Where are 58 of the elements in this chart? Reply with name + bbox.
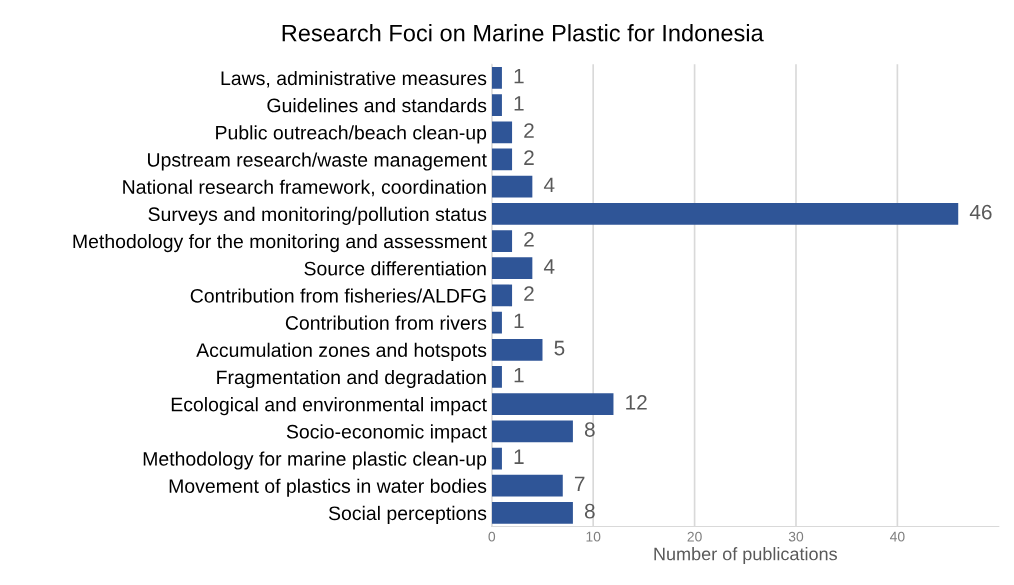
data-label: 46 <box>969 204 992 220</box>
bar <box>491 474 563 497</box>
y-tick-label: Accumulation zones and hotspots <box>196 342 487 361</box>
data-label: 1 <box>514 96 524 111</box>
y-tick-label: Socio-economic impact <box>286 424 487 443</box>
data-label: 1 <box>514 449 524 464</box>
bar <box>491 121 513 144</box>
data-label: 2 <box>524 231 534 247</box>
y-tick-label: Source differentiation <box>304 261 486 276</box>
x-tick-label: 30 <box>788 531 804 542</box>
data-label: 4 <box>543 177 555 193</box>
x-tick-label: 40 <box>889 531 905 542</box>
data-label: 5 <box>554 340 565 356</box>
data-label: 2 <box>524 123 534 138</box>
bar <box>491 311 502 334</box>
y-tick-label: Methodology for marine plastic clean-up <box>143 451 487 470</box>
y-tick-label: Upstream research/waste management <box>148 152 487 171</box>
y-tick-label: Ecological and environmental impact <box>171 397 487 416</box>
bar <box>491 420 573 443</box>
y-tick-label: Public outreach/beach clean-up <box>216 125 487 144</box>
chart-title: Research Foci on Marine Plastic for Indonesia <box>282 24 764 42</box>
bar <box>491 230 513 252</box>
data-label: 1 <box>514 368 524 383</box>
data-label: 1 <box>514 313 524 328</box>
data-label: 8 <box>584 422 595 437</box>
y-tick-label: Movement of plastics in water bodies <box>169 478 487 497</box>
bar <box>491 94 502 116</box>
data-label: 8 <box>584 503 595 519</box>
bar <box>491 284 513 307</box>
y-tick-label: Contribution from fisheries/ALDFG <box>190 288 486 303</box>
y-tick-label: Methodology for the monitoring and assessment <box>73 234 487 253</box>
x-tick-label: 0 <box>488 531 496 542</box>
bar <box>491 202 959 225</box>
y-tick-label: Social perceptions <box>328 505 487 524</box>
x-tick-label: 10 <box>586 531 601 542</box>
bar <box>491 257 533 280</box>
y-tick-label: Contribution from rivers <box>285 315 487 330</box>
y-tick-label: National research framework, coordination <box>123 179 486 197</box>
bar <box>491 338 543 361</box>
bar <box>491 175 533 198</box>
y-tick-label: Guidelines and standards <box>267 98 487 113</box>
data-label: 2 <box>524 286 534 301</box>
data-label: 4 <box>543 259 555 274</box>
bar <box>491 148 513 171</box>
bar <box>491 447 502 470</box>
y-tick-label: Laws, administrative measures <box>221 70 487 88</box>
data-label: 1 <box>514 69 524 84</box>
x-tick-label: 20 <box>687 531 702 542</box>
data-label: 2 <box>524 150 534 165</box>
bar <box>491 67 502 89</box>
data-label: 12 <box>626 395 647 410</box>
y-tick-label: Fragmentation and degradation <box>217 369 486 389</box>
y-tick-label: Surveys and monitoring/pollution status <box>148 206 487 225</box>
x-axis-title: Number of publications <box>654 547 837 564</box>
data-label: 7 <box>574 476 585 492</box>
bar <box>491 393 614 416</box>
bar <box>491 502 573 524</box>
bar <box>491 366 502 388</box>
